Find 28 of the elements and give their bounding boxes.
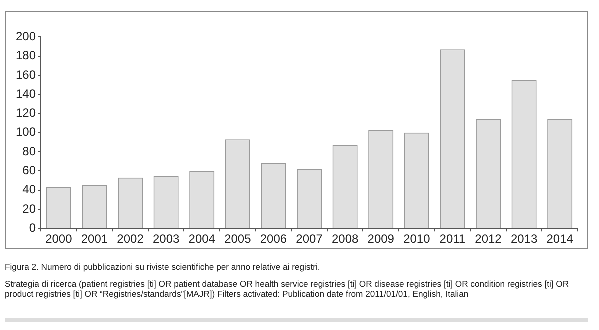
y-tick-label: 20 [22, 202, 36, 216]
x-tick-label: 2013 [510, 232, 538, 246]
x-tick-label: 2002 [117, 232, 144, 246]
y-tick-label: 0 [29, 220, 36, 235]
x-tick-label: 2008 [332, 232, 359, 246]
x-tick-label: 2012 [475, 232, 502, 246]
x-tick-label: 2007 [296, 232, 324, 246]
y-tick-label: 100 [16, 125, 36, 140]
y-tick-label: 200 [16, 30, 36, 44]
y-tick-label: 60 [22, 163, 36, 178]
y-tick-label: 120 [16, 106, 36, 120]
text: Figura 2. Numero di pubblicazioni su riviste scientifiche per anno relative ai registri. [5, 262, 322, 272]
x-tick-label: 2001 [81, 232, 108, 246]
x-tick-label: 2010 [404, 232, 431, 246]
x-tick-label: 2004 [188, 232, 216, 246]
text: Strategia di ricerca (patient registries [ti] OR patient database OR health service registries [ti] OR disease registries [ti] OR condition registries [ti] OR product registries [ti] OR “Registries/standards”[MAJR]) Filters activated: Publication date from 2011/01/01, English, Italian [5, 278, 570, 300]
y-tick-label: 160 [16, 68, 36, 82]
x-tick-label: 2009 [368, 232, 395, 246]
x-tick-label: 2006 [260, 232, 288, 246]
x-tick-label: 2014 [546, 232, 574, 246]
y-tick-label: 140 [16, 86, 36, 101]
y-tick-label: 80 [22, 144, 36, 158]
x-tick-label: 2011 [440, 232, 466, 246]
x-tick-label: 2003 [152, 232, 180, 246]
x-tick-label: 2005 [224, 232, 252, 246]
y-tick-label: 40 [22, 182, 36, 197]
x-tick-label: 2000 [46, 232, 73, 246]
y-tick-label: 180 [16, 48, 36, 63]
